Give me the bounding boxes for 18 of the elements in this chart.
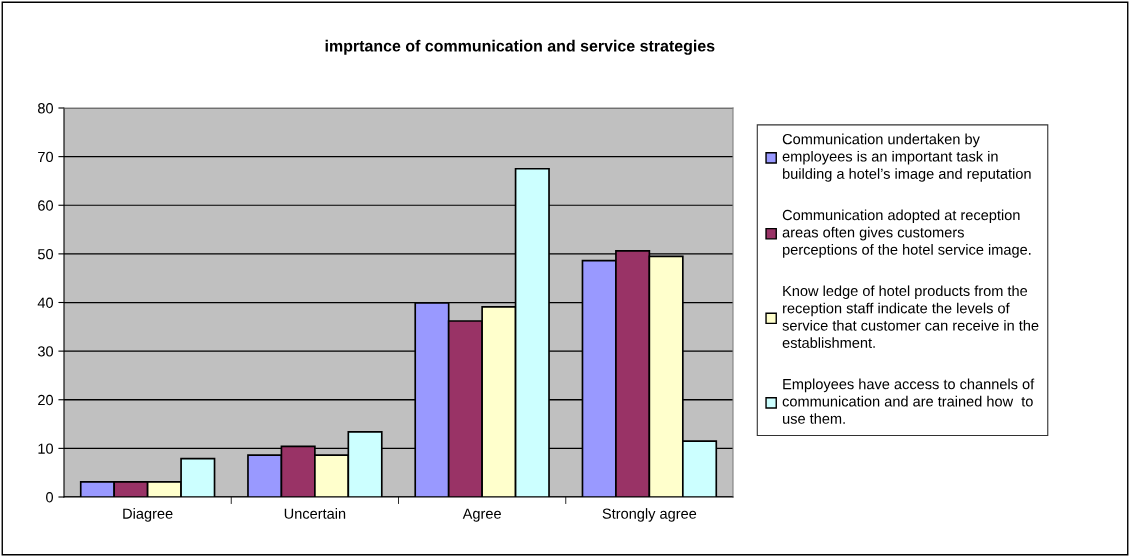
legend-label: Communication adopted at reception areas often gives customers perceptions of the hotel service image.: [782, 209, 1031, 258]
legend-label: Know ledge of hotel products from the reception staff indicate the levels of service that customer can receive in the establishment.: [782, 285, 1039, 348]
y-tick-label: 10: [38, 443, 54, 454]
y-tick-label: 60: [38, 200, 54, 211]
y-tick-label: 20: [38, 394, 54, 406]
x-tick-label: Strongly agree: [602, 508, 697, 522]
y-tick-label: 50: [37, 248, 54, 260]
y-tick-label: 40: [37, 297, 54, 308]
y-tick-label: 80: [38, 103, 54, 114]
y-tick-label: 0: [46, 492, 54, 503]
y-tick-label: 30: [37, 346, 54, 357]
chart-title: imprtance of communication and service strategies: [325, 39, 715, 55]
legend-label: Communication undertaken by employees is an important task in building a hotel’s image and reputation: [782, 133, 1031, 182]
x-tick-label: Diagree: [123, 508, 173, 522]
legend-label: Employees have access to channels of communication and are trained how to use them.: [782, 378, 1035, 424]
x-tick-label: Agree: [462, 508, 501, 522]
y-tick-label: 70: [38, 151, 54, 163]
x-tick-label: Uncertain: [284, 508, 346, 519]
